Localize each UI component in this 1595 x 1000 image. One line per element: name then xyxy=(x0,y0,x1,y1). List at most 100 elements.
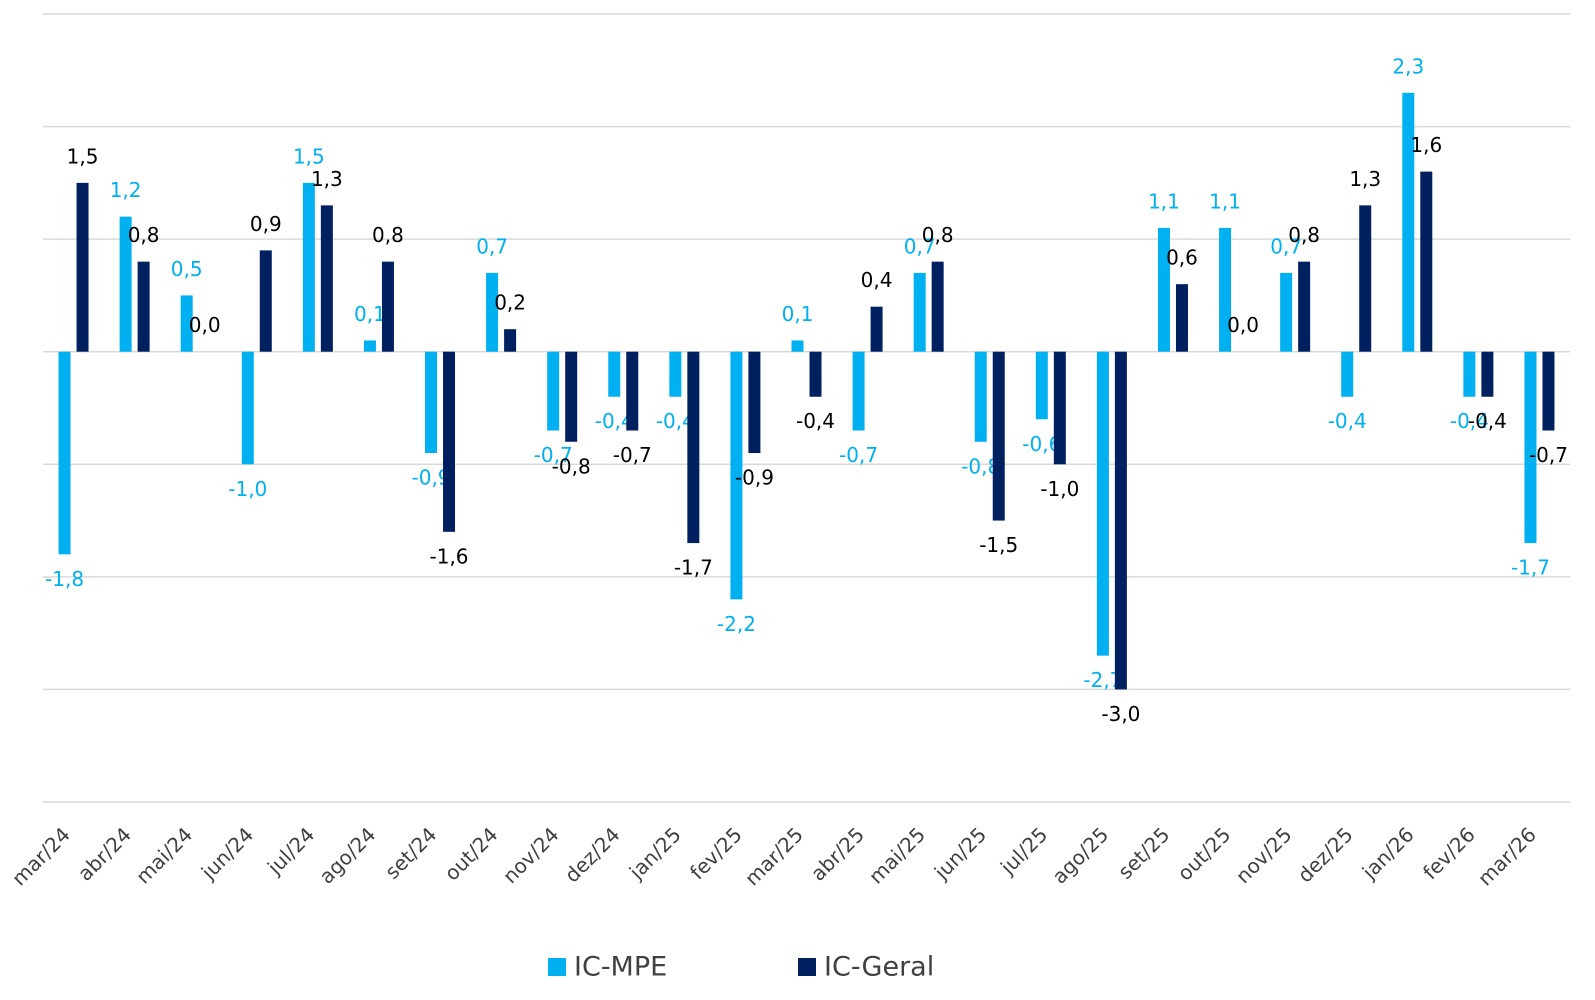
bar xyxy=(1298,261,1311,352)
bar xyxy=(1524,351,1537,544)
legend-label: IC-Geral xyxy=(824,952,934,983)
data-label: -1,7 xyxy=(674,556,713,580)
bar xyxy=(1359,205,1372,352)
bar xyxy=(791,340,804,352)
data-label: -1,5 xyxy=(979,533,1018,557)
bar xyxy=(58,351,71,555)
data-label: 1,6 xyxy=(1410,133,1442,157)
data-label: -0,9 xyxy=(735,466,774,490)
bar xyxy=(1157,227,1170,352)
legend-swatch xyxy=(798,958,816,976)
x-tick-label: fev/25 xyxy=(685,822,747,884)
data-label: -0,4 xyxy=(1328,409,1367,433)
x-tick-label: nov/25 xyxy=(1231,822,1297,888)
data-label: 0,8 xyxy=(372,223,404,247)
x-tick-label: set/24 xyxy=(380,822,441,883)
data-label: 0,7 xyxy=(476,234,508,258)
bar xyxy=(1175,284,1188,352)
x-tick-label: abr/25 xyxy=(806,822,869,885)
x-tick-label: jun/25 xyxy=(929,822,991,884)
data-label: 2,3 xyxy=(1392,54,1424,78)
bar xyxy=(1481,351,1494,397)
bar xyxy=(547,351,560,431)
bar xyxy=(1341,351,1354,397)
data-label: -0,7 xyxy=(613,443,652,467)
bar xyxy=(504,329,517,352)
bar xyxy=(137,261,150,352)
x-tick-label: ago/24 xyxy=(314,822,380,888)
data-label: -0,7 xyxy=(1529,443,1568,467)
legend-label: IC-MPE xyxy=(574,952,667,983)
bar xyxy=(1219,227,1232,352)
bar xyxy=(852,351,865,431)
data-label: 0,8 xyxy=(1288,223,1320,247)
bar xyxy=(870,306,883,352)
x-tick-label: mar/24 xyxy=(7,822,75,890)
x-tick-label: nov/24 xyxy=(498,822,564,888)
x-tick-label: out/24 xyxy=(440,822,503,885)
data-label: -1,7 xyxy=(1511,556,1550,580)
bar xyxy=(913,272,926,352)
bar xyxy=(1114,351,1127,690)
bar xyxy=(669,351,682,397)
data-label: -0,4 xyxy=(796,409,835,433)
x-tick-label: fev/26 xyxy=(1418,822,1480,884)
x-tick-label: mai/24 xyxy=(131,822,197,888)
bar xyxy=(931,261,944,352)
data-label: -1,8 xyxy=(45,567,84,591)
data-label: 1,3 xyxy=(311,167,343,191)
bar xyxy=(1280,272,1293,352)
bar xyxy=(626,351,639,431)
data-label: 0,8 xyxy=(128,223,160,247)
data-label: 0,5 xyxy=(171,257,203,281)
data-label: 0,6 xyxy=(1166,246,1198,270)
bar xyxy=(381,261,394,352)
x-tick-label: dez/25 xyxy=(1293,822,1358,887)
x-tick-label: out/25 xyxy=(1173,822,1236,885)
bar xyxy=(1053,351,1066,465)
data-label: 0,1 xyxy=(782,302,814,326)
data-label: -0,4 xyxy=(1450,409,1489,433)
data-label: -1,6 xyxy=(430,544,469,568)
data-label: -0,4 xyxy=(1468,409,1507,433)
bar xyxy=(259,250,272,352)
x-tick-label: jul/25 xyxy=(995,822,1052,879)
bar xyxy=(119,216,132,352)
data-label: 0,7 xyxy=(904,234,936,258)
data-label: 0,9 xyxy=(250,212,282,236)
bar xyxy=(809,351,822,397)
x-tick-label: jul/24 xyxy=(262,822,319,879)
x-tick-label: mar/25 xyxy=(740,822,808,890)
data-label: -3,0 xyxy=(1101,702,1140,726)
bar xyxy=(730,351,743,600)
data-label: -0,7 xyxy=(839,443,878,467)
data-label: 0,1 xyxy=(354,302,386,326)
data-label: 1,5 xyxy=(67,144,99,168)
bar xyxy=(1035,351,1048,420)
data-label: 1,3 xyxy=(1349,167,1381,191)
data-label: 0,2 xyxy=(494,291,526,315)
data-label: -1,0 xyxy=(228,477,267,501)
bar xyxy=(241,351,254,465)
x-tick-label: jun/24 xyxy=(196,822,258,884)
x-tick-label: mar/26 xyxy=(1473,822,1541,890)
data-label: 0,8 xyxy=(922,223,954,247)
bar xyxy=(1420,171,1433,352)
bar xyxy=(608,351,621,397)
data-label: -0,7 xyxy=(534,443,573,467)
data-label: 1,1 xyxy=(1148,189,1180,213)
data-label: -0,8 xyxy=(552,454,591,478)
bar xyxy=(425,351,438,454)
data-label: 0,7 xyxy=(1270,234,1302,258)
x-tick-label: jan/25 xyxy=(624,822,686,884)
bar xyxy=(302,182,315,352)
bar xyxy=(1402,92,1415,352)
data-label: -2,2 xyxy=(717,612,756,636)
x-tick-label: dez/24 xyxy=(560,822,625,887)
bar xyxy=(992,351,1005,521)
x-tick-label: mai/25 xyxy=(864,822,930,888)
bar xyxy=(320,205,333,352)
data-label: 0,0 xyxy=(1227,313,1259,337)
bar xyxy=(486,272,499,352)
